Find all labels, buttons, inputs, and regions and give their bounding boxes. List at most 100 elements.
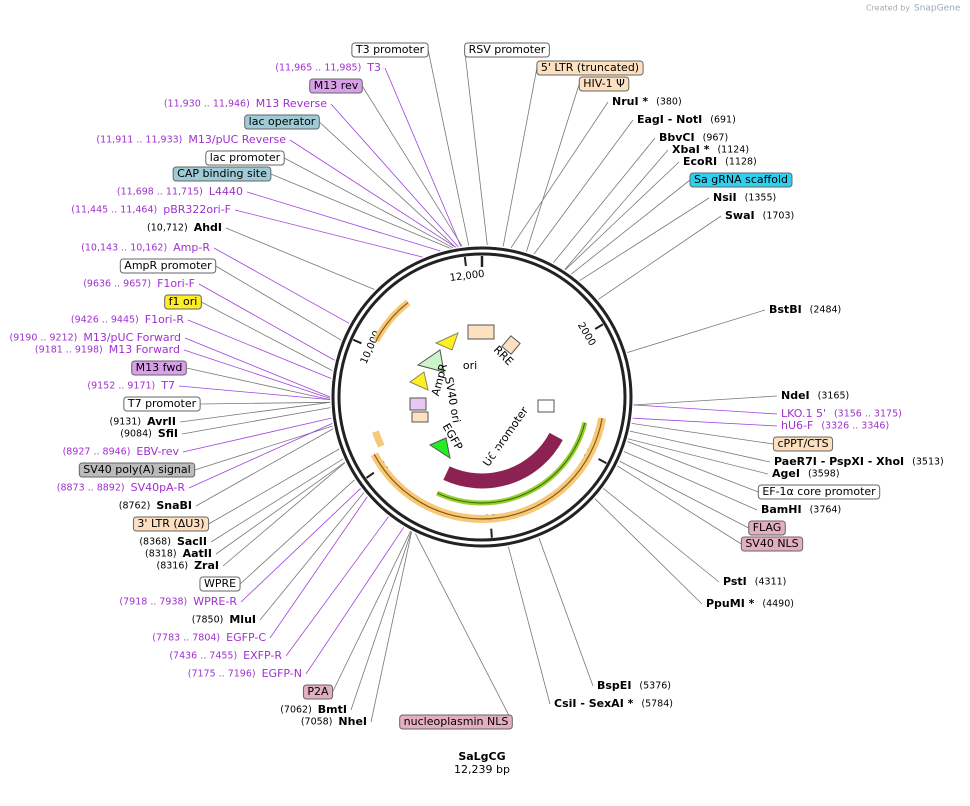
primer-range: (9426 .. 9445) [71,315,139,326]
plasmid-length: 12,239 bp [454,763,510,776]
site-name: AhdI [194,221,222,234]
leader-line [195,428,334,507]
label: BbvCI (967) [659,131,728,144]
label: SV40 NLS [740,536,804,552]
leader-line [305,527,405,675]
site-name: NsiI [713,191,737,204]
leader-line [631,422,774,445]
feature-box [131,360,187,376]
leader-line [246,191,441,252]
leader-line [198,283,335,361]
leader-line [384,67,462,247]
site-position: (380) [656,97,682,108]
primer-name: M13 Reverse [256,97,327,110]
site-position: (10,712) [147,223,188,234]
leader-line [579,197,710,281]
site-position: (4490) [762,599,794,610]
label: WPRE-R (7918 .. 7938) [119,595,237,608]
leader-line [208,448,340,525]
label: F1ori-F (9636 .. 9657) [83,277,195,290]
leader-line [240,488,361,603]
label: T3 (11,965 .. 11,985) [275,61,381,74]
site-position: (7058) [301,717,333,728]
site-position: (2484) [810,305,842,316]
leader-lines [178,49,778,723]
primer-name: M13/pUC Reverse [188,133,286,146]
site-name: AatII [183,547,212,560]
site-position: (8368) [139,537,171,548]
label: SV40 poly(A) signal [78,462,196,478]
leader-line [200,401,331,405]
label: AvrII (9131) [110,415,177,428]
leader-line [178,385,331,401]
feature-box [164,294,202,310]
feature-name: 5' LTR (truncated) [541,61,639,74]
leader-line [617,465,742,545]
site-position: (5784) [641,699,673,710]
primer-range: (7175 .. 7196) [188,669,256,680]
leader-line [330,103,459,248]
primer-name: T7 [160,379,175,392]
label: XbaI * (1124) [672,143,749,156]
leader-line [538,537,594,687]
ring-tick [352,338,362,345]
feature-arc [372,430,385,448]
primer-range: (10,143 .. 10,162) [81,243,167,254]
primer-name: LKO.1 5' [781,407,826,420]
label: AmpR promoter [119,258,217,274]
primer-range: (9190 .. 9212) [9,333,77,344]
label: AgeI (3598) [772,467,840,480]
site-position: (8762) [119,501,151,512]
primer-name: M13 Forward [109,343,180,356]
primer-range: (11,445 .. 11,464) [71,205,157,216]
feature-box [740,536,804,552]
primer-range: (7783 .. 7804) [152,633,220,644]
primer-name: T3 [366,61,381,74]
label: BmtI (7062) [280,703,347,716]
site-name: SacII [177,535,207,548]
label: NdeI (3165) [781,389,849,402]
site-name: NdeI [781,389,810,402]
label: EcoRI (1128) [683,155,757,168]
primer-range: (11,965 .. 11,985) [275,63,361,74]
label: ZraI (8316) [156,559,219,572]
site-name: AvrII [147,415,176,428]
leader-line [215,462,346,555]
label: SnaBI (8762) [119,499,192,512]
leader-line [627,309,766,353]
site-name: SnaBI [156,499,192,512]
label: f1 ori [164,294,202,310]
feature-name: 3' LTR (ΔU3) [137,517,204,530]
feature-arc [436,422,586,504]
plasmid-name: SaLgCG [458,750,505,763]
site-position: (4311) [755,577,787,588]
leader-line [632,417,778,427]
leader-line [427,49,470,246]
leader-line [215,265,342,341]
feature-name: EF-1α core promoter [762,485,876,498]
label: FLAG [748,520,786,536]
site-name: BstBI [769,303,802,316]
feature-box [205,150,285,166]
leader-line [182,417,332,453]
feature-label: SaCas9 [458,444,505,472]
label: F1ori-R (9426 .. 9445) [71,313,184,326]
feature-arc [556,369,572,413]
label: SacII (8368) [139,535,207,548]
label: lac promoter [205,150,285,166]
leader-line [533,119,634,255]
primer-name: EXFP-R [243,649,282,662]
leader-line [213,247,350,324]
label: cPPT/CTS [772,436,834,452]
primer-range: (3326 .. 3346) [821,421,889,432]
feature-box [199,576,241,592]
leader-line [510,101,609,249]
site-name: EcoRI [683,155,717,168]
feature-box [302,684,334,700]
ring-tick [490,528,493,538]
feature-block [467,324,495,340]
leader-line [239,479,355,585]
label: M13/pUC Forward (9190 .. 9212) [9,331,181,344]
feature-block [409,397,427,411]
